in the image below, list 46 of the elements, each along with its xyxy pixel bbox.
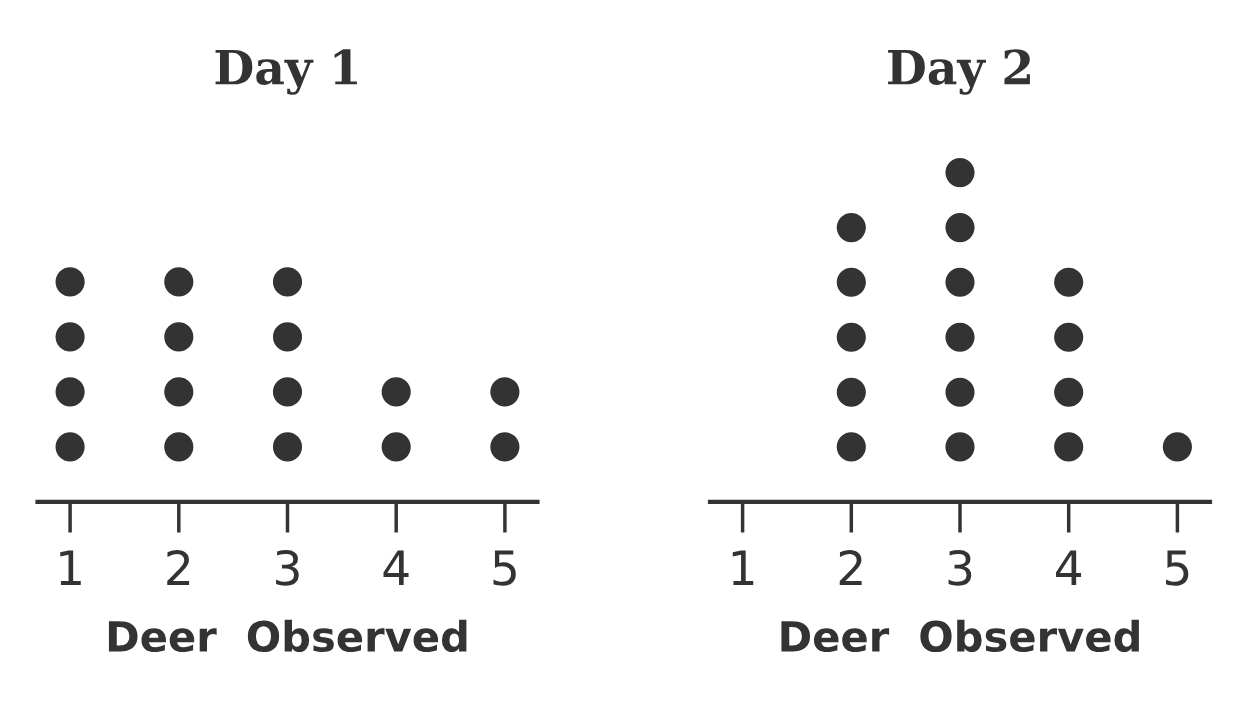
point <box>164 377 194 407</box>
point <box>836 432 866 462</box>
point <box>164 322 194 352</box>
x-axis-title: Deer Observed <box>108 619 467 653</box>
point <box>55 377 85 407</box>
point <box>490 432 520 462</box>
point <box>836 267 866 297</box>
point <box>272 267 303 297</box>
chart-title: Day 1 <box>215 49 357 95</box>
point <box>945 213 975 243</box>
point <box>945 377 975 407</box>
x-tick-label: 5 <box>1166 550 1189 586</box>
point <box>272 377 303 407</box>
point <box>272 322 303 352</box>
point <box>1162 432 1192 462</box>
point <box>945 432 975 462</box>
point <box>836 322 866 352</box>
x-tick-label: 1 <box>732 550 754 586</box>
chart-title: Day 2 <box>888 49 1030 95</box>
point <box>1054 432 1084 462</box>
x-tick-label: 4 <box>383 550 409 586</box>
point <box>836 377 866 407</box>
point <box>490 377 520 407</box>
point <box>945 158 975 188</box>
point <box>1054 322 1084 352</box>
point <box>945 322 975 352</box>
x-tick-label: 2 <box>167 549 190 586</box>
x-tick-label: 3 <box>276 549 299 586</box>
x-tick-label: 2 <box>839 549 862 586</box>
x-tick-label: 5 <box>493 550 516 586</box>
x-tick-label: 4 <box>1055 550 1082 586</box>
point <box>55 267 85 297</box>
point <box>1054 267 1084 297</box>
point <box>381 377 411 407</box>
point <box>1054 377 1084 407</box>
point <box>836 213 866 243</box>
point <box>164 267 194 297</box>
point <box>55 322 85 352</box>
point <box>272 432 303 462</box>
x-axis-title: Deer Observed <box>781 619 1139 653</box>
point <box>164 432 194 462</box>
point <box>945 267 975 297</box>
point <box>55 432 85 462</box>
x-tick-label: 3 <box>948 549 972 586</box>
x-tick-label: 1 <box>60 550 81 586</box>
point <box>381 432 411 462</box>
